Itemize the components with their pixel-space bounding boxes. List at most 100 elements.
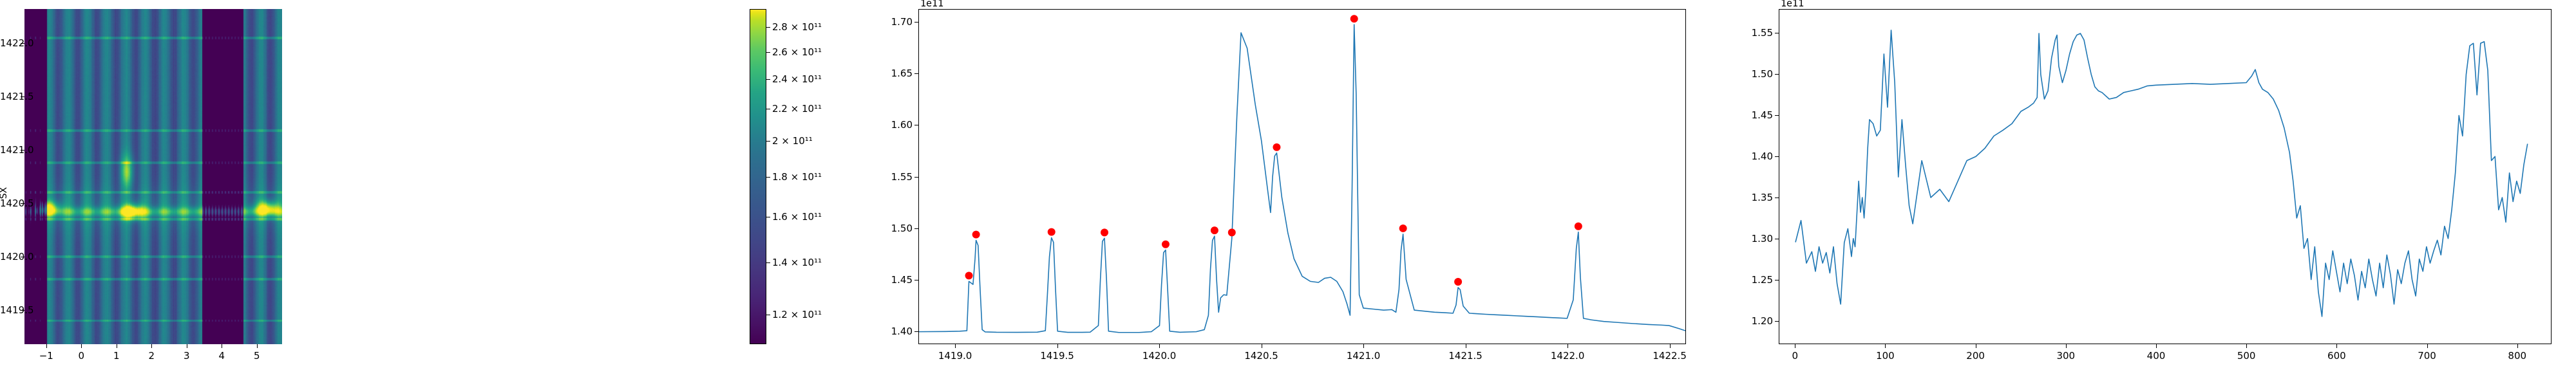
timeseries-xtick-label: 700 (2418, 350, 2436, 362)
colorbar-tick-label: 2.4 × 10¹¹ (772, 73, 822, 85)
colorbar-tick-label: 1.6 × 10¹¹ (772, 211, 822, 223)
colorbar-tick-label: 2.6 × 10¹¹ (772, 46, 822, 58)
timeseries-xtick (2517, 344, 2518, 348)
timeseries-ytick-label: 1.55 (1751, 27, 1773, 39)
timeseries-ytick (1775, 321, 1779, 322)
heatmap-xtick-label: 2 (148, 350, 155, 362)
timeseries-xtick-label: 200 (1966, 350, 1985, 362)
heatmap-ytick (21, 150, 24, 151)
heatmap-ytick-label: 1420.5 (0, 197, 34, 209)
colorbar-tick (766, 141, 770, 142)
heatmap-ytick-label: 1419.5 (0, 304, 34, 316)
timeseries-xtick (2246, 344, 2248, 348)
spectrum-ytick (914, 176, 918, 178)
heatmap-ytick-label: 1422.0 (0, 37, 34, 50)
peak-marker[interactable] (1399, 224, 1407, 232)
heatmap-xtick-label: 4 (218, 350, 225, 362)
peak-marker[interactable] (1350, 15, 1358, 23)
spectrum-xtick-label: 1420.0 (1142, 350, 1177, 362)
data-trace (919, 24, 1685, 333)
data-trace (1795, 30, 2528, 317)
heatmap-ytick (21, 203, 24, 204)
colorbar-tick-label: 2.8 × 10¹¹ (772, 21, 822, 33)
timeseries-xtick-label: 400 (2146, 350, 2166, 362)
timeseries-axes[interactable] (1779, 9, 2552, 344)
timeseries-xtick-label: 600 (2327, 350, 2346, 362)
timeseries-ytick-label: 1.50 (1751, 68, 1773, 80)
colorbar-tick-label: 2 × 10¹¹ (772, 135, 813, 147)
timeseries-ytick-label: 1.20 (1751, 315, 1773, 327)
peak-marker[interactable] (965, 271, 973, 280)
timeseries-ytick-label: 1.45 (1751, 109, 1773, 122)
heatmap-xtick-label: 3 (183, 350, 190, 362)
peak-marker[interactable] (1227, 228, 1236, 237)
timeseries-ytick (1775, 115, 1779, 116)
timeseries-y-offset-label: 1e11 (1781, 0, 1804, 9)
colorbar-tick-label: 1.2 × 10¹¹ (772, 309, 822, 321)
spectrum-xtick-label: 1420.5 (1244, 350, 1278, 362)
heatmap-image (24, 9, 282, 344)
spectrum-ytick (914, 73, 918, 75)
spectrum-ytick (914, 22, 918, 23)
peak-marker[interactable] (1161, 240, 1170, 248)
timeseries-ytick (1775, 74, 1779, 75)
colorbar[interactable] (750, 9, 766, 344)
peak-marker[interactable] (1210, 226, 1218, 235)
colorbar-tick (766, 51, 770, 53)
peak-marker[interactable] (1454, 278, 1463, 286)
heatmap-ytick-label: 1421.5 (0, 91, 34, 103)
timeseries-xtick-label: 500 (2237, 350, 2256, 362)
timeseries-ytick-label: 1.35 (1751, 192, 1773, 204)
panel-waterfall-heatmap: SX 1419.5 1420.0 1420.5 1421.0 1421.5 1422.0 … (0, 0, 857, 386)
timeseries-xtick (2336, 344, 2338, 348)
peak-marker[interactable] (1101, 228, 1108, 237)
heatmap-ytick-label: 1421.0 (0, 144, 34, 156)
colorbar-tick (766, 176, 770, 178)
spectrum-ytick-label: 1.60 (891, 119, 913, 131)
spectrum-xtick (1669, 344, 1671, 348)
heatmap-ytick-label: 1420.0 (0, 250, 34, 262)
spectrum-ytick-label: 1.65 (891, 68, 913, 80)
spectrum-ytick (914, 331, 918, 332)
spectrum-xtick (1567, 344, 1569, 348)
heatmap-axes[interactable] (24, 9, 282, 344)
timeseries-xtick (1885, 344, 1886, 348)
timeseries-xtick (2065, 344, 2067, 348)
timeseries-xtick-label: 0 (1792, 350, 1798, 362)
spectrum-axes[interactable] (918, 9, 1686, 344)
spectrum-xtick (955, 344, 956, 348)
heatmap-xtick (151, 344, 153, 348)
colorbar-tick (766, 78, 770, 80)
heatmap-xtick (256, 344, 258, 348)
peak-marker[interactable] (1047, 228, 1056, 236)
spectrum-ytick-label: 1.70 (891, 16, 913, 28)
heatmap-xtick-label: −1 (39, 350, 53, 362)
timeseries-plot (1795, 30, 2528, 317)
heatmap-ytick (21, 309, 24, 311)
panel-spectrum: 1e11 1.40 1.45 1.50 1.55 1.60 1.65 1.70 1419.0… (857, 0, 1713, 386)
colorbar-tick (766, 262, 770, 263)
timeseries-xtick (2155, 344, 2157, 348)
timeseries-xtick-label: 800 (2508, 350, 2527, 362)
spectrum-ytick (914, 228, 918, 229)
spectrum-xtick-label: 1422.5 (1653, 350, 1687, 362)
spectrum-ytick-label: 1.55 (891, 170, 913, 183)
timeseries-xtick-label: 100 (1876, 350, 1895, 362)
peak-marker[interactable] (1273, 143, 1281, 151)
spectrum-xtick (1159, 344, 1160, 348)
panel-timeseries: 1e11 1.20 1.25 1.30 1.35 1.40 1.45 1.50 1.55 0 1… (1713, 0, 2576, 386)
heatmap-ytick (21, 43, 24, 44)
spectrum-xtick-label: 1421.0 (1346, 350, 1381, 362)
heatmap-xtick-label: 1 (113, 350, 120, 362)
heatmap-xtick (46, 344, 47, 348)
spectrum-xtick-label: 1421.5 (1448, 350, 1482, 362)
peak-marker[interactable] (1574, 222, 1582, 230)
colorbar-tick-label: 1.8 × 10¹¹ (772, 170, 822, 183)
peak-marker[interactable] (972, 230, 980, 239)
timeseries-ytick (1775, 156, 1779, 158)
spectrum-ytick-label: 1.50 (891, 222, 913, 234)
colorbar-tick-label: 2.2 × 10¹¹ (772, 102, 822, 115)
spectrum-ytick-label: 1.45 (891, 273, 913, 286)
spectrum-y-offset-label: 1e11 (920, 0, 944, 9)
spectrum-xtick-label: 1419.0 (938, 350, 972, 362)
